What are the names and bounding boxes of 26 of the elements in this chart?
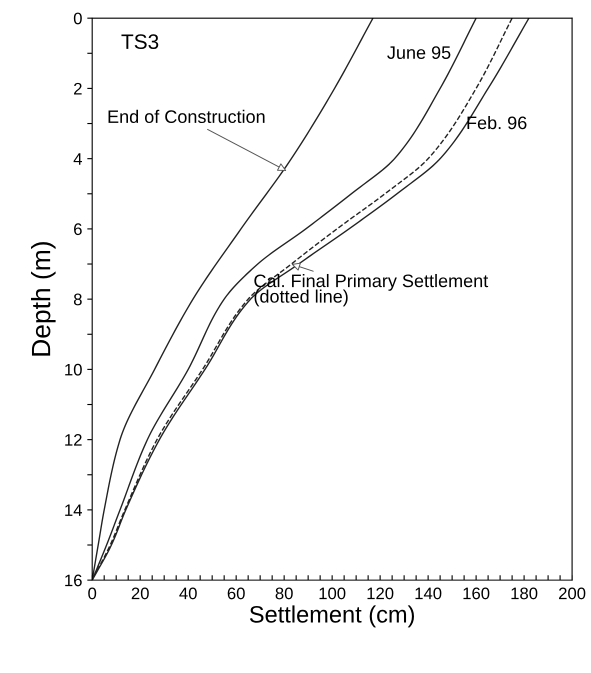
x-tick-label: 80 xyxy=(276,588,293,600)
y-tick-label: 6 xyxy=(74,223,82,236)
x-tick-label: 40 xyxy=(179,588,197,600)
x-axis-title: Settlement (cm) xyxy=(250,605,414,628)
annotation: June 95 xyxy=(387,46,450,59)
x-tick-label: 120 xyxy=(368,588,394,600)
annotation: Feb. 96 xyxy=(468,116,526,130)
x-tick-label: 100 xyxy=(320,588,346,600)
x-tick-label: 60 xyxy=(228,588,245,600)
y-tick-label: 10 xyxy=(65,364,82,376)
annotation: End of Construction xyxy=(108,110,264,124)
y-tick-label: 8 xyxy=(74,294,82,306)
x-tick-label: 0 xyxy=(88,588,96,600)
x-tick-label: 200 xyxy=(559,588,586,600)
y-tick-label: 16 xyxy=(65,574,82,586)
x-tick-label: 180 xyxy=(511,588,538,600)
y-tick-label: 12 xyxy=(65,434,82,446)
y-tick-label: 14 xyxy=(65,504,82,516)
annotation: TS3 xyxy=(121,34,158,50)
x-tick-label: 20 xyxy=(132,588,149,600)
y-axis-title: Depth (m) xyxy=(31,242,56,356)
y-tick-label: 2 xyxy=(74,82,82,94)
y-tick-label: 0 xyxy=(74,12,82,24)
x-tick-label: 160 xyxy=(463,588,490,600)
y-tick-label: 4 xyxy=(74,153,82,165)
x-tick-label: 140 xyxy=(415,588,442,600)
